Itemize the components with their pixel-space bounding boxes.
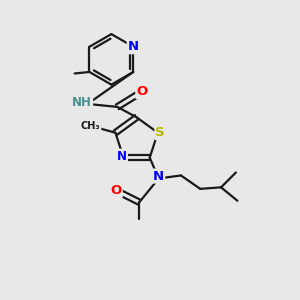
Text: N: N <box>128 40 139 53</box>
Text: NH: NH <box>72 96 92 109</box>
Text: CH₃: CH₃ <box>81 122 100 131</box>
Text: N: N <box>153 169 164 183</box>
Text: O: O <box>110 184 122 197</box>
Text: N: N <box>117 150 127 163</box>
Text: O: O <box>136 85 148 98</box>
Text: S: S <box>155 126 165 139</box>
